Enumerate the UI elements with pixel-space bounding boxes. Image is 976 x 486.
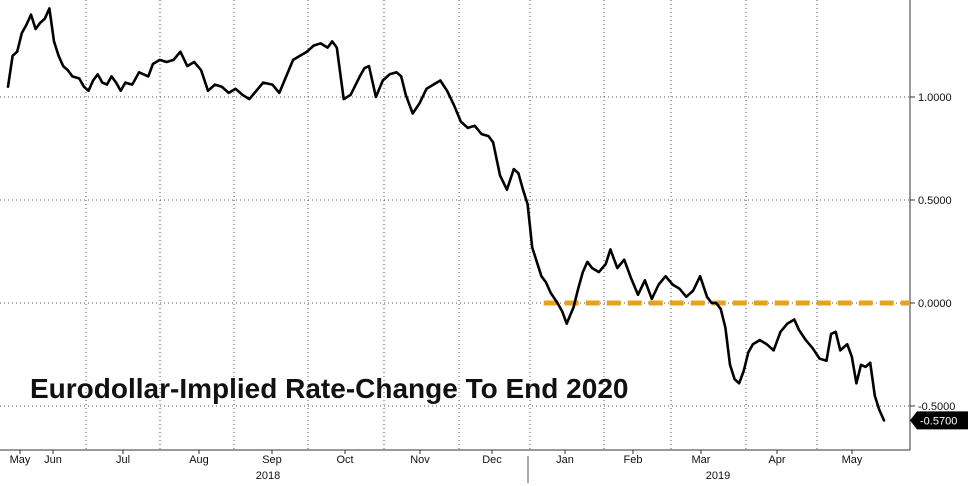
x-tick-label: Mar	[692, 454, 711, 466]
last-value-label: -0.5700	[920, 415, 957, 427]
y-tick-label: 0.0000	[918, 298, 952, 310]
x-tick-label: Jul	[116, 454, 130, 466]
x-tick-label: Nov	[410, 454, 430, 466]
x-tick-label: Sep	[262, 454, 282, 466]
chart-title: Eurodollar-Implied Rate-Change To End 20…	[30, 373, 628, 404]
series-line	[6, 7, 886, 422]
x-tick-label: Jun	[44, 454, 62, 466]
y-tick-layer: 1.0000 0.5000 0.0000 -0.5000	[910, 92, 955, 413]
y-tick-label: 1.0000	[918, 92, 952, 104]
x-tick-label: May	[842, 454, 863, 466]
x-tick-label: Aug	[189, 454, 209, 466]
x-tick-label: Oct	[336, 454, 353, 466]
x-tick-label: Dec	[482, 454, 502, 466]
year-label: 2019	[706, 470, 730, 482]
series-layer	[6, 7, 886, 422]
x-tick-label: Apr	[768, 454, 785, 466]
x-tick-layer: May Jun Jul Aug Sep Oct Nov Dec Jan Feb Mar Apr May	[10, 450, 863, 483]
y-tick-label: 0.5000	[918, 195, 952, 207]
year-label: 2018	[256, 470, 280, 482]
x-tick-label: May	[10, 454, 31, 466]
x-tick-label: Feb	[624, 454, 643, 466]
last-value-badge	[910, 411, 968, 430]
year-label-layer: 2018 2019	[256, 470, 730, 482]
last-value-marker: -0.5700	[910, 411, 968, 430]
x-tick-label: Jan	[556, 454, 574, 466]
y-tick-label: -0.5000	[918, 401, 955, 413]
